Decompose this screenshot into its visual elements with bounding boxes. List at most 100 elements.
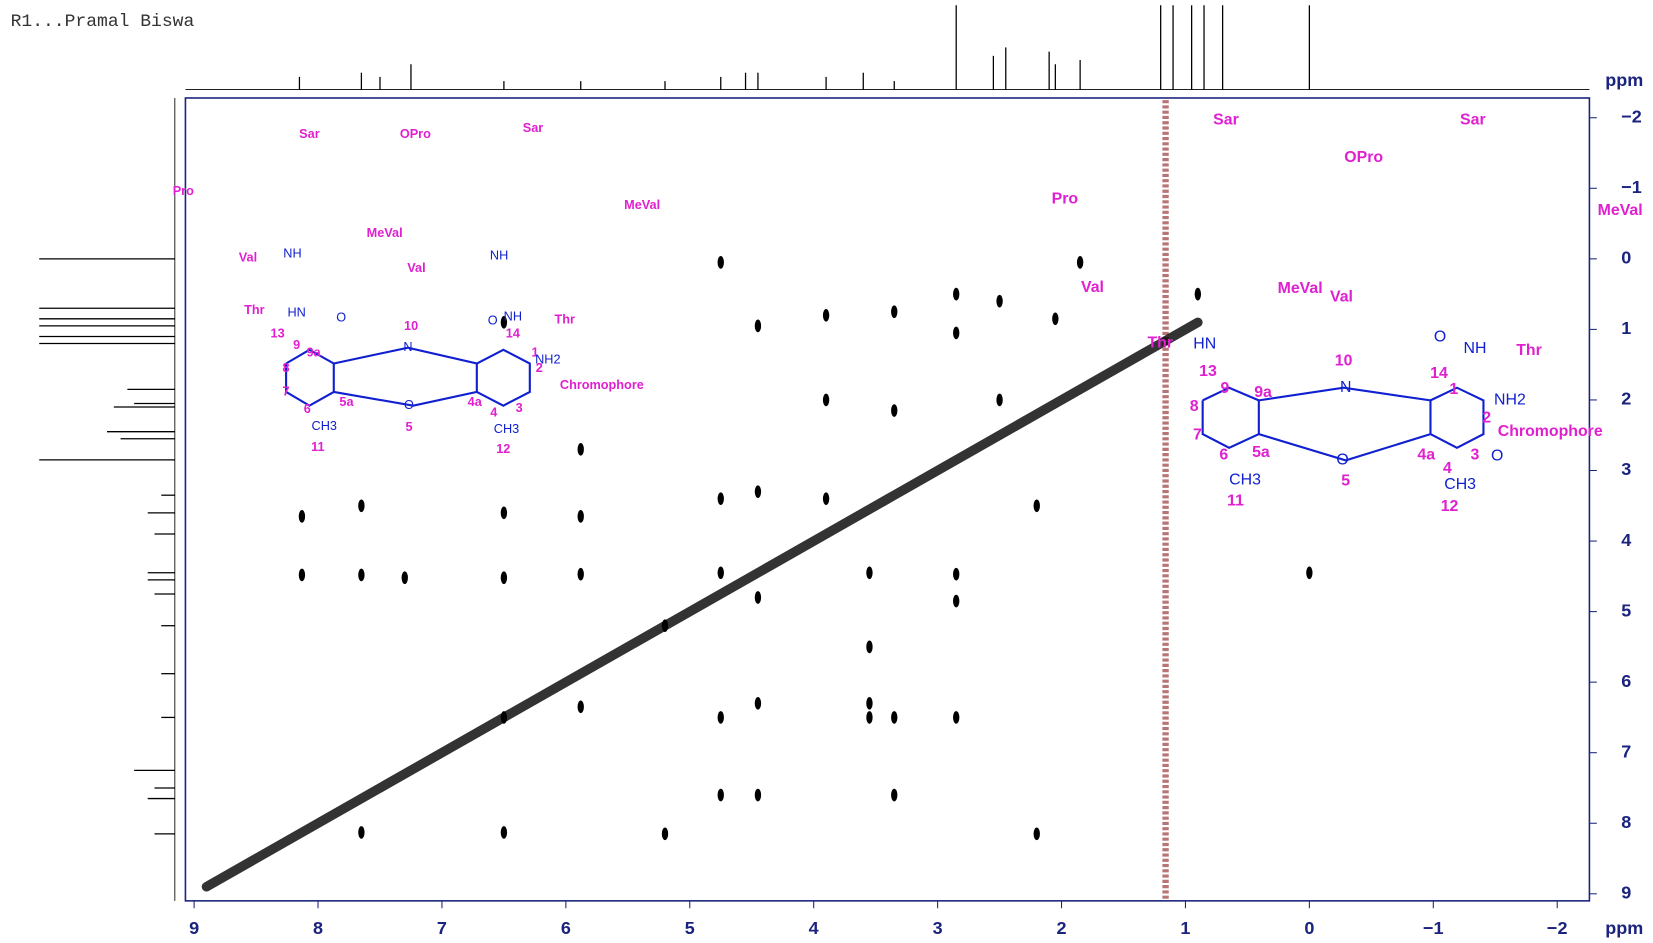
cross-peak: [500, 571, 508, 585]
residue-label: 7: [283, 384, 290, 398]
residue-label: 5a: [339, 395, 354, 409]
atom-label: NH: [490, 248, 508, 262]
y-tick-label: 3: [1621, 459, 1631, 479]
x-tick-label: 6: [561, 918, 571, 938]
x-axis-label: ppm: [1605, 918, 1643, 938]
cross-peak: [577, 700, 584, 714]
residue-label: 1: [1449, 381, 1458, 398]
cross-peak: [577, 443, 584, 456]
residue-label: Chromophore: [1498, 423, 1603, 440]
residue-label: 11: [1227, 493, 1244, 510]
cross-peak: [953, 567, 960, 581]
residue-label: Thr: [1147, 335, 1173, 352]
residue-label: MeVal: [367, 226, 403, 240]
chart-title: R1...Pramal Biswa: [11, 12, 195, 32]
y-tick-label: 8: [1621, 812, 1631, 832]
atom-label: HN: [1193, 336, 1216, 353]
residue-label: MeVal: [1598, 202, 1643, 219]
residue-label: OPro: [1344, 149, 1383, 166]
residue-label: Pro: [1052, 190, 1079, 207]
cross-peak: [754, 319, 762, 333]
cross-peak: [298, 568, 306, 582]
residue-label: Sar: [1213, 111, 1239, 128]
residue-label: 9: [293, 338, 300, 352]
cross-peak: [1194, 287, 1202, 301]
residue-label: Thr: [244, 303, 265, 317]
cross-peak: [1052, 312, 1059, 326]
residue-label: OPro: [400, 127, 431, 141]
residue-label: Chromophore: [560, 378, 644, 392]
residue-label: Sar: [523, 121, 544, 135]
cross-peak: [717, 492, 724, 506]
x-tick-label: −2: [1547, 918, 1568, 938]
residue-label: Val: [239, 251, 257, 265]
residue-label: 7: [1193, 426, 1202, 443]
cross-peak: [754, 788, 762, 802]
y-tick-label: 6: [1621, 671, 1631, 691]
residue-label: 9a: [307, 345, 322, 359]
cross-peak: [577, 567, 584, 581]
residue-label: Sar: [299, 127, 320, 141]
cross-peak: [717, 566, 724, 580]
x-tick-label: 9: [189, 918, 199, 938]
residue-label: 4: [1443, 460, 1452, 477]
cross-peak: [500, 826, 508, 839]
residue-label: Sar: [1460, 111, 1486, 128]
residue-label: 5a: [1252, 444, 1270, 461]
residue-label: Thr: [1516, 342, 1542, 359]
atom-label: NH: [283, 246, 301, 260]
cross-peak: [866, 566, 873, 580]
y-tick-label: 5: [1621, 600, 1631, 620]
residue-label: 6: [304, 402, 311, 416]
atom-label: O: [336, 311, 346, 325]
residue-label: Val: [1081, 279, 1104, 296]
residue-label: 12: [496, 442, 510, 456]
y-tick-label: 0: [1621, 248, 1631, 268]
cross-peak: [717, 711, 724, 724]
cross-peak: [1076, 256, 1084, 269]
cross-peak: [953, 594, 960, 608]
atom-label: O: [404, 398, 414, 412]
structure: [285, 346, 1485, 462]
atom-label: HN: [288, 305, 306, 319]
x-tick-label: −1: [1423, 918, 1444, 938]
cross-peak: [358, 499, 365, 513]
cross-peak: [891, 305, 898, 319]
cross-peak: [401, 571, 408, 585]
residue-label: Pro: [173, 184, 194, 198]
cross-peak: [754, 485, 762, 498]
y-tick-label: 2: [1621, 389, 1631, 409]
cross-peak: [358, 568, 365, 582]
residue-label: 10: [404, 319, 418, 333]
cross-peak: [953, 326, 960, 340]
x-tick-label: 0: [1304, 918, 1314, 938]
residue-label: 3: [516, 401, 523, 415]
residue-label: 13: [271, 326, 285, 340]
residue-label: Thr: [555, 313, 576, 327]
residue-label: 3: [1471, 446, 1480, 463]
residue-label: Val: [407, 261, 425, 275]
residue-label: 10: [1335, 353, 1353, 370]
residue-label: 1: [532, 345, 539, 359]
cross-peak: [500, 316, 508, 329]
y-tick-label: −2: [1621, 107, 1642, 127]
atom-label: CH3: [312, 419, 337, 433]
residue-label: 8: [1190, 398, 1199, 415]
cross-peak: [754, 591, 762, 604]
y-tick-label: 1: [1621, 318, 1631, 338]
atom-label: O: [1491, 447, 1503, 464]
cross-peak: [1033, 827, 1040, 841]
atom-label: O: [1336, 452, 1348, 469]
residue-label: 9: [1220, 380, 1229, 397]
x-tick-label: 3: [933, 918, 943, 938]
x-tick-label: 1: [1180, 918, 1190, 938]
cross-peak: [717, 256, 724, 269]
atom-label: N: [1340, 379, 1351, 396]
cross-peak: [953, 711, 960, 724]
y-tick-label: 4: [1621, 530, 1631, 550]
cross-peak: [661, 827, 669, 841]
residue-label: 9a: [1254, 384, 1272, 401]
atom-label: CH3: [1444, 476, 1476, 493]
x-tick-label: 5: [685, 918, 695, 938]
